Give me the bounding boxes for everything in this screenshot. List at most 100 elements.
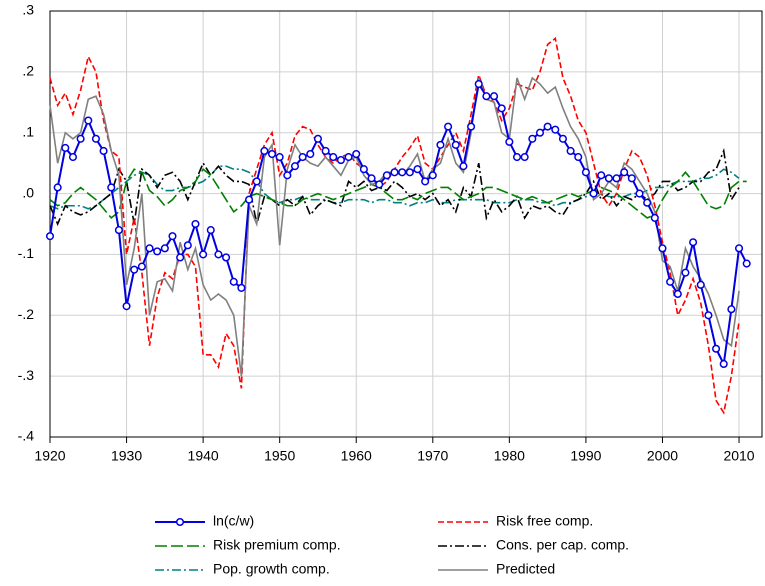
- data-point: [627, 174, 636, 183]
- data-point: [689, 238, 698, 247]
- data-point: [398, 168, 407, 177]
- data-point: [275, 153, 284, 162]
- data-point: [84, 116, 93, 125]
- legend-label: Predicted: [496, 561, 555, 577]
- data-point: [99, 146, 108, 156]
- data-point: [635, 189, 644, 198]
- data-point: [107, 183, 116, 192]
- x-tick-label: 2010: [723, 448, 754, 464]
- data-point: [352, 149, 361, 159]
- data-point: [61, 143, 70, 152]
- data-point: [436, 140, 445, 149]
- data-point: [160, 244, 169, 253]
- data-point: [543, 122, 552, 131]
- data-point: [405, 168, 414, 177]
- data-point: [505, 137, 514, 146]
- y-tick-label: -.1: [18, 245, 35, 261]
- data-point: [421, 177, 430, 186]
- series-line: [49, 168, 747, 220]
- series-line: [49, 76, 740, 377]
- series-line: [49, 148, 740, 227]
- y-tick-label: -.3: [18, 367, 35, 383]
- data-point: [512, 153, 522, 162]
- data-point: [620, 168, 629, 177]
- data-point: [589, 189, 598, 198]
- data-point: [222, 253, 231, 262]
- data-point: [344, 153, 353, 162]
- data-point: [597, 171, 606, 180]
- data-point: [650, 213, 659, 222]
- data-point: [497, 104, 506, 113]
- data-point: [719, 359, 728, 369]
- data-point: [681, 268, 690, 277]
- plot-frame: [49, 10, 763, 438]
- data-point: [558, 134, 567, 143]
- data-point: [489, 92, 499, 101]
- data-point: [122, 302, 131, 311]
- x-tick-label: 1970: [417, 448, 448, 464]
- y-tick-label: .0: [22, 184, 34, 200]
- y-tick-label: .2: [22, 63, 34, 79]
- data-point: [336, 156, 345, 165]
- data-point: [237, 283, 246, 292]
- data-point: [214, 250, 223, 259]
- data-point: [306, 149, 315, 159]
- data-point: [68, 153, 78, 162]
- data-point: [183, 241, 192, 250]
- data-point: [191, 219, 200, 229]
- data-point: [245, 195, 254, 204]
- data-point: [359, 165, 368, 174]
- data-point: [168, 232, 177, 241]
- data-point: [528, 134, 537, 143]
- data-point: [367, 174, 376, 183]
- y-tick-label: -.4: [18, 428, 35, 444]
- data-point: [742, 259, 751, 268]
- data-point: [130, 265, 139, 274]
- data-point: [428, 171, 437, 180]
- y-tick-label: .1: [22, 123, 34, 139]
- data-point: [566, 146, 575, 156]
- data-point: [704, 311, 713, 320]
- data-point: [137, 262, 146, 271]
- data-point: [673, 289, 682, 299]
- legend-label: Cons. per cap. comp.: [496, 537, 629, 553]
- legend-marker: [175, 517, 185, 527]
- data-point: [467, 122, 476, 131]
- data-point: [451, 140, 460, 149]
- data-point: [329, 153, 338, 162]
- data-point: [712, 344, 721, 353]
- data-point: [313, 134, 323, 143]
- data-point: [206, 226, 215, 235]
- data-point: [252, 177, 261, 186]
- data-point: [520, 153, 529, 162]
- data-point: [551, 125, 560, 134]
- x-tick-label: 1980: [494, 448, 525, 464]
- data-point: [153, 247, 162, 256]
- data-point: [199, 250, 208, 259]
- legend-label: Pop. growth comp.: [213, 561, 330, 577]
- x-tick-label: 1950: [264, 448, 295, 464]
- data-point: [643, 198, 652, 207]
- x-tick-label: 2000: [647, 448, 678, 464]
- y-tick-label: .3: [22, 2, 34, 18]
- data-point: [375, 180, 384, 189]
- data-point: [574, 153, 583, 162]
- data-point: [581, 168, 590, 177]
- legend-label: ln(c/w): [213, 513, 254, 529]
- data-point: [666, 277, 675, 286]
- data-point: [658, 244, 667, 253]
- data-point: [53, 183, 62, 192]
- data-point: [176, 253, 185, 262]
- data-point: [459, 162, 468, 171]
- data-point: [696, 280, 705, 289]
- data-point: [482, 92, 491, 101]
- x-tick-label: 1960: [341, 448, 372, 464]
- data-point: [114, 226, 123, 235]
- series-line: [49, 81, 748, 368]
- data-point: [390, 168, 399, 177]
- data-point: [76, 134, 85, 143]
- data-point: [612, 174, 621, 183]
- data-point: [45, 232, 55, 241]
- data-point: [474, 79, 483, 89]
